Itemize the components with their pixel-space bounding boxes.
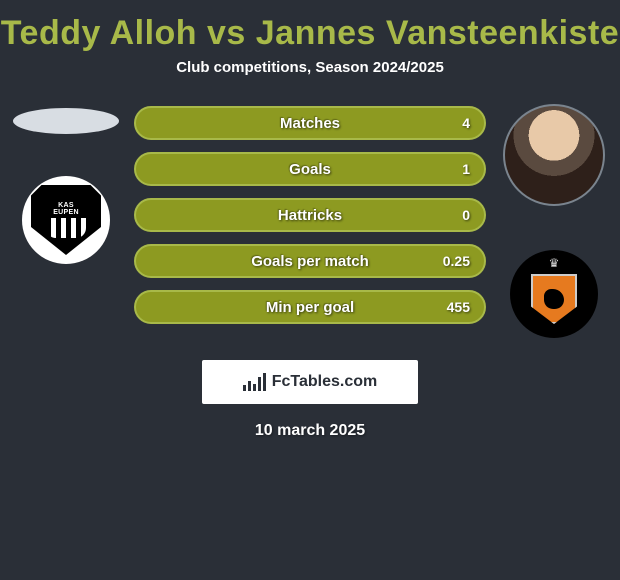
stats-column: Matches 4 Goals 1 Hattricks 0 Goals per …: [134, 104, 486, 324]
stat-label: Goals: [289, 161, 331, 178]
stat-row-goals-per-match: Goals per match 0.25: [134, 244, 486, 278]
stat-label: Goals per match: [251, 253, 369, 270]
brand-box[interactable]: FcTables.com: [202, 360, 418, 404]
player-left-avatar: [13, 108, 119, 134]
brand-text: FcTables.com: [272, 373, 378, 391]
club-right-shield: [531, 274, 577, 324]
stat-value: 0.25: [443, 253, 470, 269]
club-left-name-1: KAS: [58, 202, 74, 209]
bar-chart-icon: [243, 373, 266, 391]
stat-value: 1: [462, 161, 470, 177]
player-right-avatar: [503, 104, 605, 206]
stat-label: Hattricks: [278, 207, 342, 224]
date-label: 10 march 2025: [0, 422, 620, 440]
stat-value: 4: [462, 115, 470, 131]
club-left-stripes-icon: [46, 218, 86, 238]
stat-row-goals: Goals 1: [134, 152, 486, 186]
club-left-badge: KAS EUPEN: [22, 176, 110, 264]
page-title: Teddy Alloh vs Jannes Vansteenkiste: [0, 0, 620, 59]
right-column: ♛: [496, 104, 612, 338]
stat-label: Matches: [280, 115, 340, 132]
stat-value: 455: [447, 299, 470, 315]
crown-icon: ♛: [549, 256, 560, 270]
club-left-shield: KAS EUPEN: [31, 185, 101, 255]
left-column: KAS EUPEN: [8, 104, 124, 264]
stat-value: 0: [462, 207, 470, 223]
club-right-badge: ♛: [510, 250, 598, 338]
stat-row-min-per-goal: Min per goal 455: [134, 290, 486, 324]
comparison-card: Teddy Alloh vs Jannes Vansteenkiste Club…: [0, 0, 620, 440]
stat-row-hattricks: Hattricks 0: [134, 198, 486, 232]
main-area: KAS EUPEN Matches 4 Goals 1 Hattricks 0 …: [0, 104, 620, 338]
subtitle: Club competitions, Season 2024/2025: [0, 59, 620, 104]
stat-row-matches: Matches 4: [134, 106, 486, 140]
bird-icon: [544, 289, 564, 309]
stat-label: Min per goal: [266, 299, 354, 316]
club-left-name-2: EUPEN: [53, 209, 79, 216]
